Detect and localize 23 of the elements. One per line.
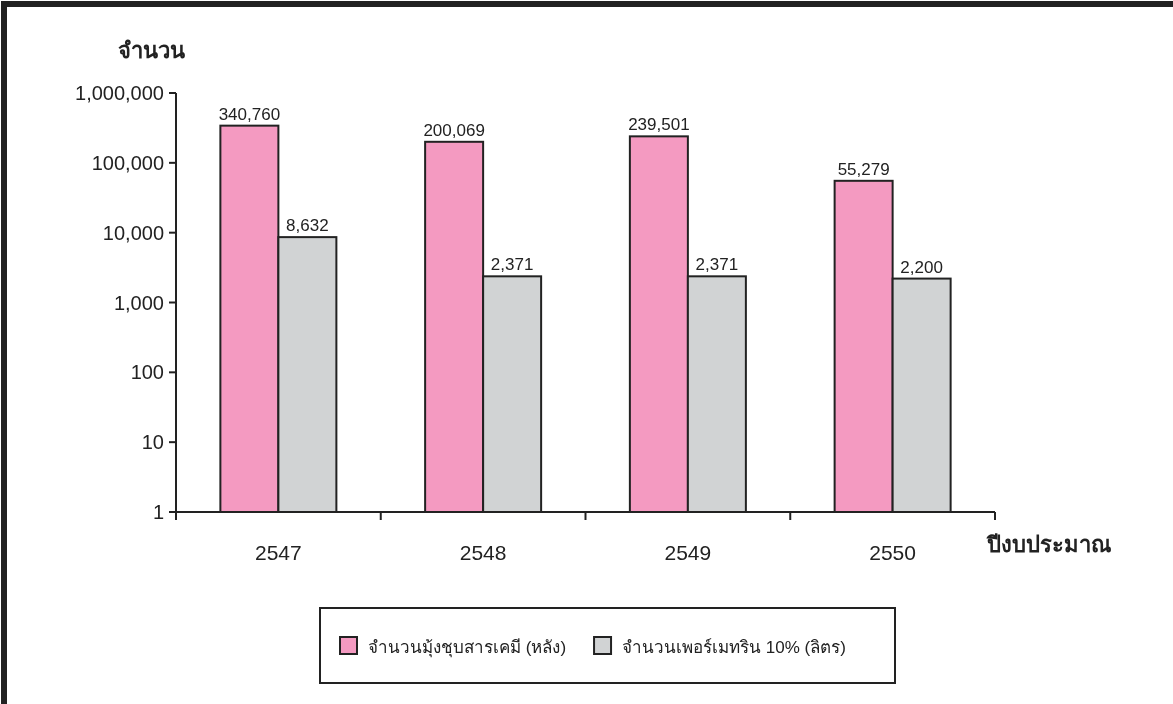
y-axis-title: จำนวน: [118, 38, 185, 63]
y-tick-label: 100: [130, 361, 164, 384]
y-tick-label: 1,000: [113, 291, 164, 314]
data-label: 2,371: [695, 255, 739, 275]
y-tick-label: 1: [152, 501, 164, 523]
legend-label: จำนวนมุ้งชุบสารเคมี (หลัง): [368, 638, 567, 658]
data-label: 2,371: [490, 255, 534, 275]
y-tick-label: 1,000,000: [75, 82, 164, 104]
data-label: 8,632: [286, 216, 329, 236]
x-axis-title: ปีงบประมาณ: [986, 532, 1111, 557]
y-tick-label: 100,000: [91, 151, 164, 174]
data-label: 239,501: [628, 115, 690, 135]
x-tick-label: 2549: [664, 541, 712, 564]
data-label: 340,760: [218, 104, 281, 124]
data-label: 55,279: [837, 159, 890, 179]
data-label: 200,069: [423, 120, 485, 140]
x-tick-label: 2550: [869, 541, 916, 564]
y-tick-label: 10,000: [102, 221, 164, 244]
x-tick-label: 2547: [255, 541, 302, 564]
data-label: 2,200: [900, 257, 943, 277]
x-tick-label: 2548: [459, 541, 507, 564]
legend-label: จำนวนเพอร์เมทริน 10% (ลิตร): [622, 638, 846, 657]
y-tick-label: 10: [141, 431, 164, 454]
